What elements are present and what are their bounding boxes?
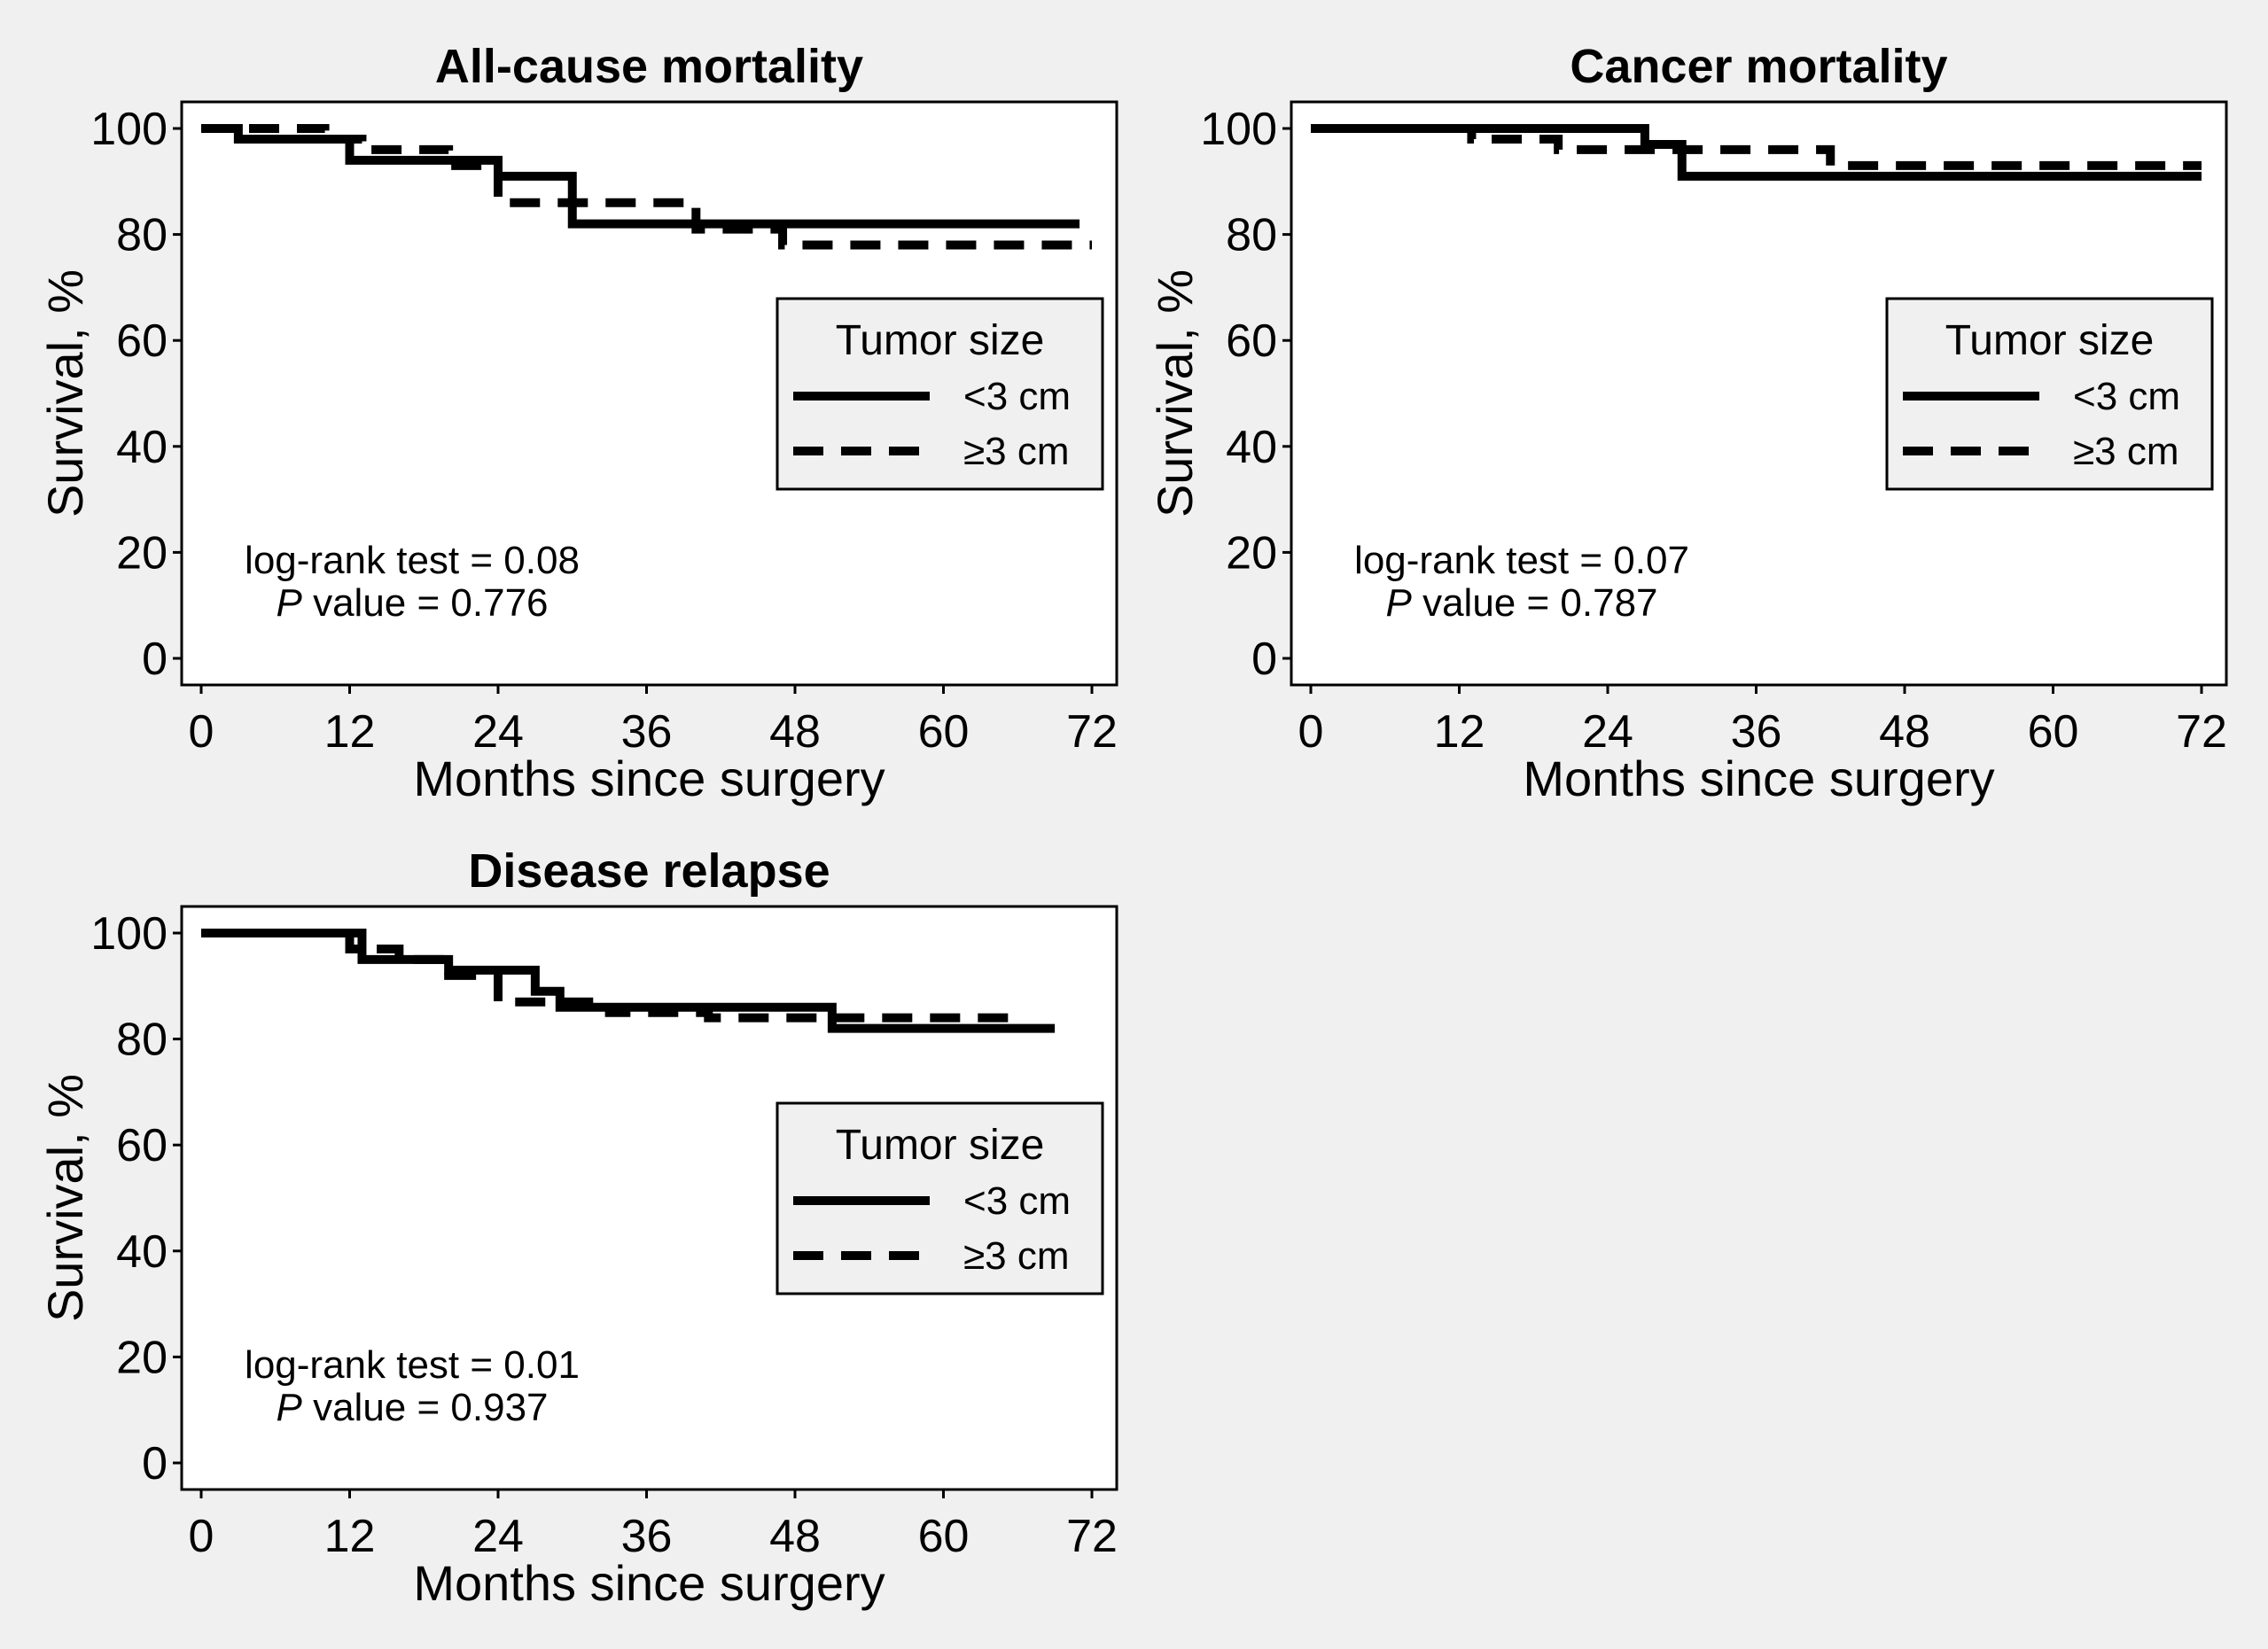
x-tick-label: 60 bbox=[918, 1511, 970, 1562]
legend-title: Tumor size bbox=[836, 1122, 1045, 1169]
y-tick-label: 80 bbox=[116, 210, 168, 261]
chart-title: Disease relapse bbox=[468, 844, 830, 898]
p-italic: P bbox=[276, 1386, 302, 1429]
x-tick-label: 48 bbox=[1879, 706, 1930, 758]
p-value-text: P value = 0.937 bbox=[276, 1386, 548, 1429]
x-tick-label: 0 bbox=[189, 706, 214, 758]
logrank-text: log-rank test = 0.01 bbox=[245, 1343, 580, 1387]
x-tick-label: 0 bbox=[1298, 706, 1324, 758]
series-line-ge3cm bbox=[1311, 124, 2202, 170]
p-value-text: P value = 0.776 bbox=[276, 581, 548, 625]
chart-panel-cancer: Cancer mortality 0 12 24 36 48 60 72 0 20 40 60 80 10… bbox=[1147, 40, 2228, 806]
x-tick-label: 72 bbox=[2176, 706, 2227, 758]
legend-label: <3 cm bbox=[2073, 375, 2180, 418]
legend-title: Tumor size bbox=[1945, 317, 2155, 364]
y-tick-label: 60 bbox=[1226, 315, 1277, 367]
p-value-text: P value = 0.787 bbox=[1385, 581, 1657, 625]
p-italic: P bbox=[276, 581, 302, 625]
x-tick-label: 12 bbox=[324, 706, 376, 758]
legend: Tumor size <3 cm ≥3 cm bbox=[1885, 297, 2214, 491]
y-tick-label: 40 bbox=[1226, 422, 1277, 473]
y-tick-label: 80 bbox=[116, 1015, 168, 1066]
y-tick-label: 100 bbox=[90, 104, 168, 155]
x-tick-label: 24 bbox=[472, 706, 524, 758]
x-tick-label: 60 bbox=[2028, 706, 2079, 758]
y-tick-label: 0 bbox=[1251, 634, 1277, 685]
legend: Tumor size <3 cm ≥3 cm bbox=[775, 297, 1104, 491]
p-value: value = 0.776 bbox=[302, 581, 549, 625]
series-line-ge3cm bbox=[201, 124, 1092, 250]
x-tick-label: 36 bbox=[1731, 706, 1782, 758]
x-tick-label: 60 bbox=[918, 706, 970, 758]
y-tick-label: 20 bbox=[1226, 527, 1277, 579]
y-axis-label: Survival, % bbox=[1147, 269, 1203, 517]
y-tick-label: 40 bbox=[116, 422, 168, 473]
series-line-lt3cm bbox=[1311, 124, 2202, 181]
y-tick-label: 0 bbox=[142, 1438, 168, 1490]
x-axis-label: Months since surgery bbox=[1523, 751, 1994, 806]
legend-label: <3 cm bbox=[963, 375, 1071, 418]
y-tick-label: 20 bbox=[116, 527, 168, 579]
chart-panel-relapse: Disease relapse 0 12 24 36 48 60 72 0 20 40 60 80 100… bbox=[37, 844, 1118, 1611]
x-tick-label: 48 bbox=[769, 706, 821, 758]
chart-panel-all-cause: All-cause mortality 0 12 24 36 48 60 72 0 20 40 60 8… bbox=[37, 40, 1118, 806]
x-tick-label: 36 bbox=[621, 706, 673, 758]
y-tick-label: 100 bbox=[1200, 104, 1277, 155]
x-tick-label: 48 bbox=[769, 1511, 821, 1562]
y-axis-label: Survival, % bbox=[37, 1074, 93, 1322]
x-axis-label: Months since surgery bbox=[413, 1555, 885, 1611]
legend-title: Tumor size bbox=[836, 317, 1045, 364]
x-tick-label: 72 bbox=[1066, 1511, 1118, 1562]
y-tick-label: 20 bbox=[116, 1332, 168, 1383]
y-axis-label: Survival, % bbox=[37, 269, 93, 517]
x-tick-label: 24 bbox=[472, 1511, 524, 1562]
y-tick-label: 60 bbox=[116, 1120, 168, 1171]
chart-title: Cancer mortality bbox=[1570, 40, 1947, 93]
logrank-text: log-rank test = 0.08 bbox=[245, 539, 580, 582]
x-axis-label: Months since surgery bbox=[413, 751, 885, 806]
series-line-ge3cm bbox=[201, 929, 1018, 1023]
y-tick-label: 40 bbox=[116, 1226, 168, 1278]
chart-title: All-cause mortality bbox=[435, 40, 863, 93]
x-tick-label: 12 bbox=[1434, 706, 1485, 758]
x-tick-label: 12 bbox=[324, 1511, 376, 1562]
series-line-lt3cm bbox=[201, 929, 1056, 1033]
legend-label: ≥3 cm bbox=[963, 430, 1070, 473]
legend-label: ≥3 cm bbox=[2073, 430, 2179, 473]
y-tick-label: 80 bbox=[1226, 210, 1277, 261]
legend-label: ≥3 cm bbox=[963, 1234, 1070, 1278]
p-italic: P bbox=[1385, 581, 1412, 625]
y-tick-label: 100 bbox=[90, 908, 168, 960]
p-value: value = 0.937 bbox=[302, 1386, 549, 1429]
y-tick-label: 0 bbox=[142, 634, 168, 685]
y-tick-label: 60 bbox=[116, 315, 168, 367]
x-tick-label: 36 bbox=[621, 1511, 673, 1562]
x-tick-label: 24 bbox=[1582, 706, 1633, 758]
p-value: value = 0.787 bbox=[1412, 581, 1658, 625]
legend-label: <3 cm bbox=[963, 1179, 1071, 1223]
x-tick-label: 72 bbox=[1066, 706, 1118, 758]
legend: Tumor size <3 cm ≥3 cm bbox=[775, 1101, 1104, 1295]
logrank-text: log-rank test = 0.07 bbox=[1354, 539, 1689, 582]
x-tick-label: 0 bbox=[189, 1511, 214, 1562]
